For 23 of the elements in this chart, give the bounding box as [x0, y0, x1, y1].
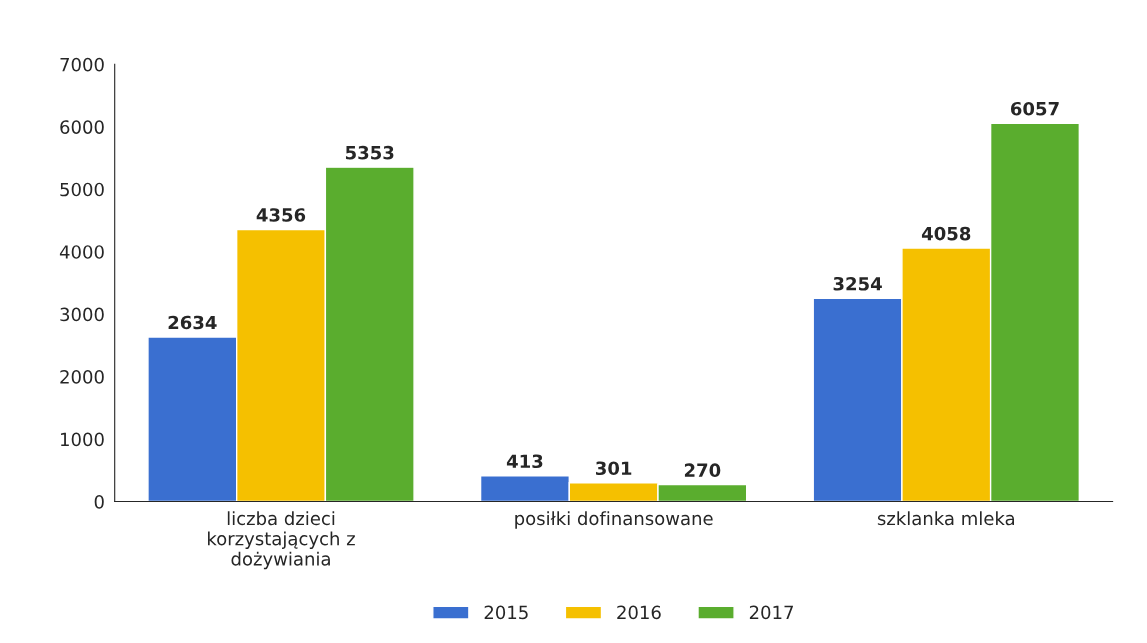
legend-label: 2017 [749, 605, 793, 620]
x-tick-label: liczba dzieci korzystających z dożywiania [208, 511, 355, 570]
data-label: 4356 [256, 208, 306, 222]
y-tick-label: 7000 [60, 57, 104, 72]
y-tick-label: 1000 [61, 432, 104, 447]
y-tick-label: 2000 [60, 370, 104, 384]
data-label: 413 [506, 454, 543, 469]
data-label: 3254 [833, 276, 882, 291]
data-label: 270 [684, 463, 721, 478]
data-label: 301 [596, 461, 632, 476]
data-label: 5353 [345, 145, 394, 160]
y-tick-label: 4000 [59, 245, 104, 259]
y-tick-label: 5000 [60, 182, 104, 197]
y-tick-label: 6000 [60, 120, 104, 134]
legend-label: 2016 [617, 605, 661, 620]
y-tick-label: 3000 [60, 307, 104, 322]
data-label: 6057 [1010, 101, 1059, 116]
y-tick-label: 0 [94, 495, 104, 509]
data-label: 4058 [921, 226, 971, 241]
x-tick-label: szklanka mleka [877, 511, 1014, 526]
x-tick-label: posiłki dofinansowane [515, 511, 713, 529]
data-label: 2634 [168, 315, 217, 330]
legend-label: 2015 [484, 605, 528, 620]
